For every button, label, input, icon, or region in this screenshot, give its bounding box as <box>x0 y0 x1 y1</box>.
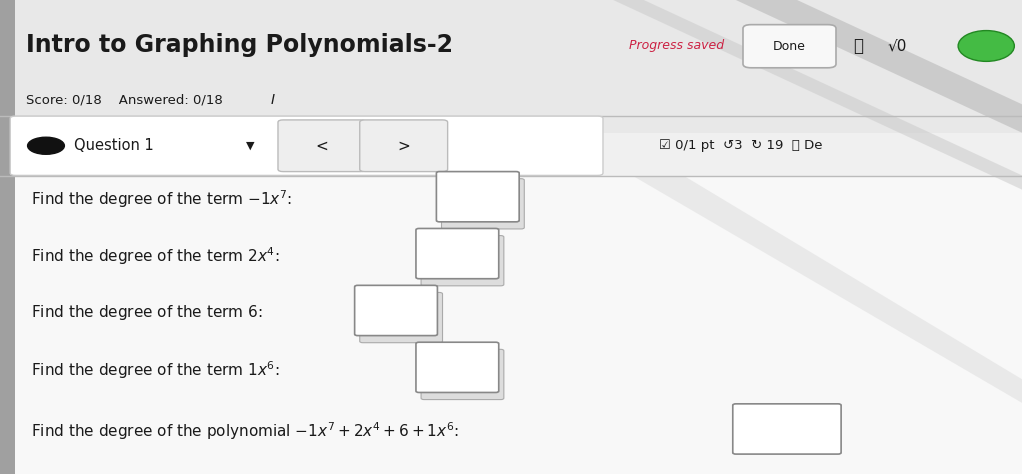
Polygon shape <box>695 0 1022 133</box>
Text: Find the degree of the polynomial $-1x^7 + 2x^4 + 6 + 1x^6$:: Find the degree of the polynomial $-1x^7… <box>31 420 459 442</box>
Text: Find the degree of the term $6$:: Find the degree of the term $6$: <box>31 303 263 322</box>
Text: ☑ 0/1 pt  ↺3  ↻ 19  ⓘ De: ☑ 0/1 pt ↺3 ↻ 19 ⓘ De <box>659 139 823 152</box>
FancyBboxPatch shape <box>15 0 1022 133</box>
FancyBboxPatch shape <box>15 176 1022 474</box>
Polygon shape <box>634 176 1022 403</box>
Text: I: I <box>271 92 275 107</box>
Text: Intro to Graphing Polynomials-2: Intro to Graphing Polynomials-2 <box>26 33 453 57</box>
Polygon shape <box>613 0 1022 190</box>
FancyBboxPatch shape <box>10 116 603 175</box>
Text: ▼: ▼ <box>246 141 254 151</box>
FancyBboxPatch shape <box>421 349 504 400</box>
Text: >: > <box>398 138 410 153</box>
FancyBboxPatch shape <box>0 0 15 474</box>
FancyBboxPatch shape <box>355 285 437 336</box>
FancyBboxPatch shape <box>436 172 519 222</box>
Text: Find the degree of the term $1x^6$:: Find the degree of the term $1x^6$: <box>31 359 279 381</box>
FancyBboxPatch shape <box>360 120 448 172</box>
FancyBboxPatch shape <box>733 404 841 454</box>
Circle shape <box>28 137 64 155</box>
FancyBboxPatch shape <box>416 342 499 392</box>
Ellipse shape <box>959 30 1014 62</box>
Text: √0: √0 <box>887 39 907 54</box>
FancyBboxPatch shape <box>278 120 366 172</box>
FancyBboxPatch shape <box>421 236 504 286</box>
Text: Score: 0/18    Answered: 0/18: Score: 0/18 Answered: 0/18 <box>26 93 223 106</box>
Text: ⎙: ⎙ <box>853 37 864 55</box>
Text: <: < <box>316 138 328 153</box>
FancyBboxPatch shape <box>442 179 524 229</box>
Text: Find the degree of the term $-1x^7$:: Find the degree of the term $-1x^7$: <box>31 188 292 210</box>
Text: Done: Done <box>773 40 806 53</box>
Text: Progress saved: Progress saved <box>629 38 724 52</box>
FancyBboxPatch shape <box>416 228 499 279</box>
FancyBboxPatch shape <box>360 292 443 343</box>
Text: Question 1: Question 1 <box>74 138 153 153</box>
Text: Find the degree of the term $2x^4$:: Find the degree of the term $2x^4$: <box>31 245 279 267</box>
FancyBboxPatch shape <box>743 25 836 68</box>
